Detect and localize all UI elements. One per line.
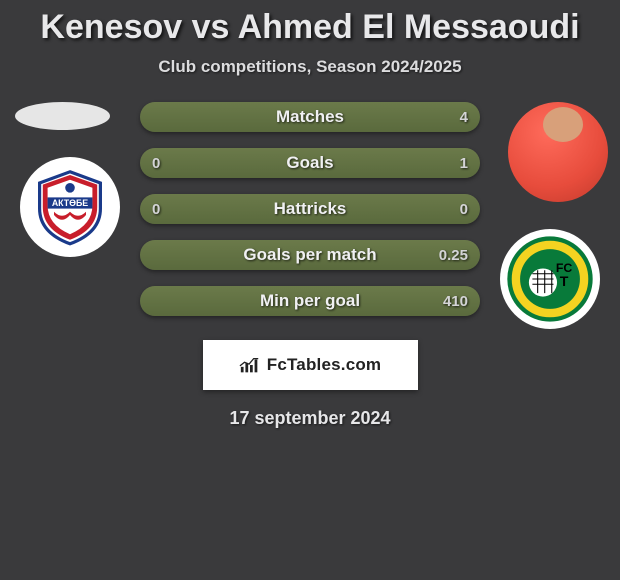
stat-row: 0 Goals 1 bbox=[140, 148, 480, 178]
stat-row: 0 Hattricks 0 bbox=[140, 194, 480, 224]
club-left-crest: АКТӨБЕ bbox=[20, 157, 120, 257]
stat-rows: Matches 4 0 Goals 1 0 Hattricks 0 Goals … bbox=[140, 102, 480, 332]
stat-left-value: 0 bbox=[152, 201, 160, 218]
stat-row: Min per goal 410 bbox=[140, 286, 480, 316]
stat-label: Matches bbox=[276, 107, 344, 127]
svg-text:АКТӨБЕ: АКТӨБЕ bbox=[52, 198, 88, 208]
stat-label: Goals per match bbox=[243, 245, 376, 265]
svg-text:T: T bbox=[560, 273, 569, 289]
brand-text: FcTables.com bbox=[267, 355, 382, 375]
tobol-crest-icon: FC T bbox=[506, 235, 594, 323]
stat-label: Min per goal bbox=[260, 291, 360, 311]
comparison-panel: АКТӨБЕ FC T Matches 4 0 Goals 1 0 Ha bbox=[0, 102, 620, 332]
stat-right-value: 410 bbox=[443, 293, 468, 310]
stat-row: Goals per match 0.25 bbox=[140, 240, 480, 270]
player-left-avatar bbox=[15, 102, 110, 130]
club-right-crest: FC T bbox=[500, 229, 600, 329]
stat-row: Matches 4 bbox=[140, 102, 480, 132]
stat-right-value: 0.25 bbox=[439, 247, 468, 264]
stat-right-value: 1 bbox=[460, 155, 468, 172]
brand-badge[interactable]: FcTables.com bbox=[203, 340, 418, 390]
date-text: 17 september 2024 bbox=[0, 408, 620, 429]
aktobe-crest-icon: АКТӨБЕ bbox=[30, 167, 110, 247]
stat-right-value: 0 bbox=[460, 201, 468, 218]
stat-left-value: 0 bbox=[152, 155, 160, 172]
page-title: Kenesov vs Ahmed El Messaoudi bbox=[0, 0, 620, 47]
subtitle: Club competitions, Season 2024/2025 bbox=[0, 57, 620, 77]
stat-label: Goals bbox=[286, 153, 333, 173]
stat-right-value: 4 bbox=[460, 109, 468, 126]
player-right-avatar bbox=[508, 102, 608, 202]
stat-label: Hattricks bbox=[274, 199, 347, 219]
bar-chart-icon bbox=[239, 355, 261, 375]
